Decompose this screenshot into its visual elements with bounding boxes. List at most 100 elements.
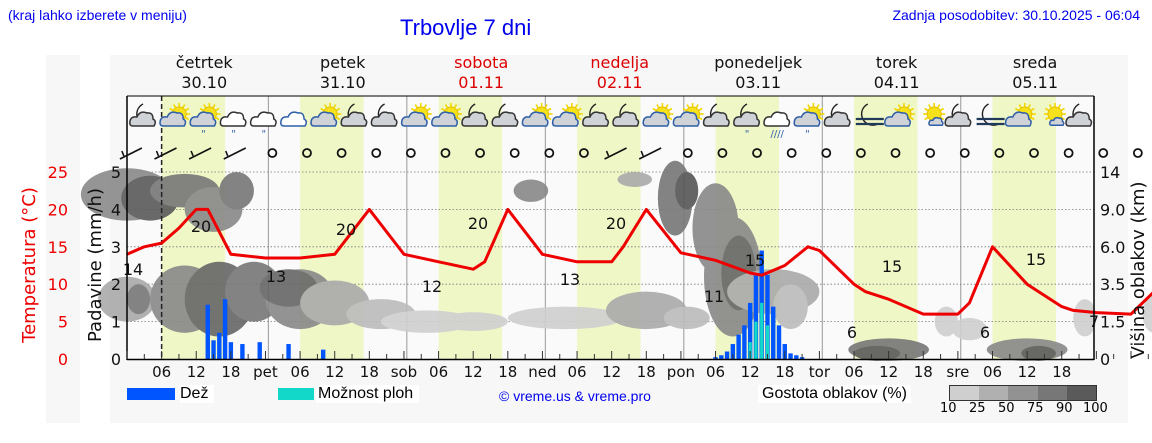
precip-tick: 5 <box>111 163 121 182</box>
cloud-density-map <box>80 160 1152 361</box>
location-menu-hint[interactable]: (kraj lahko izberete v meniju) <box>8 7 187 23</box>
x-tick-label: 18 <box>498 363 517 381</box>
calm-wind-icon <box>509 148 520 158</box>
cloud-height-tick: 3.5 <box>1100 275 1125 294</box>
density-swatch <box>979 386 1009 400</box>
moon-cloud-drizzle-icon: " <box>733 103 761 140</box>
x-tick-label: 06 <box>568 363 587 381</box>
rain-bar <box>736 334 741 359</box>
precip-tick: 4 <box>111 200 121 219</box>
calm-wind-icon <box>371 148 382 158</box>
x-tick-label: 18 <box>914 363 933 381</box>
rain-bar <box>205 304 210 359</box>
calm-wind-icon <box>682 148 693 158</box>
cloud-blob <box>773 284 808 330</box>
moon-fog-icon <box>855 103 884 126</box>
temp-tick: 15 <box>48 238 68 257</box>
density-swatch <box>1037 386 1067 400</box>
sun-cloud-icon <box>521 103 553 127</box>
sun-cloud-icon <box>672 103 704 127</box>
rain-drops: " <box>745 129 750 140</box>
cloud-rain-icon: //// <box>763 111 791 140</box>
showers-bar <box>760 302 764 359</box>
calm-wind-icon <box>925 148 936 158</box>
calm-wind-icon <box>752 148 762 158</box>
x-tick-label: 06 <box>983 363 1002 381</box>
temperature-label: 15 <box>1026 250 1046 269</box>
day-name: sobota <box>454 53 509 72</box>
rain-drops: " <box>231 129 236 140</box>
temperature-label: 15 <box>882 257 902 276</box>
rain-bar <box>776 325 782 359</box>
rain-drops: " <box>261 129 266 140</box>
rain-bar <box>320 349 326 359</box>
density-swatch <box>1008 386 1038 400</box>
temperature-label: 12 <box>422 277 442 296</box>
x-tick-label: 12 <box>187 363 206 381</box>
wind-barb-icon <box>188 147 212 160</box>
temp-tick: 25 <box>48 163 68 182</box>
day-date: 03.11 <box>735 73 782 92</box>
rain-bar <box>771 306 776 359</box>
cloud-drizzle-icon: " <box>219 111 247 140</box>
showers-bar <box>765 325 770 359</box>
x-tick-label: 18 <box>637 363 656 381</box>
cloud-blob <box>675 172 699 210</box>
wind-barb-icon <box>154 147 177 160</box>
temperature-label: 11 <box>704 287 724 306</box>
calm-wind-icon <box>959 148 970 158</box>
rain-bar <box>788 353 793 359</box>
wind-barb-icon <box>604 147 627 160</box>
rain-bar <box>257 342 262 359</box>
x-tick-label: 06 <box>291 363 310 381</box>
sun-cloud-icon <box>431 103 462 127</box>
daylight-band <box>992 96 1056 359</box>
rain-bar <box>217 332 222 359</box>
sun-cloud-icon <box>551 103 583 127</box>
cloud-drizzle-icon: " <box>249 111 277 140</box>
moon-cloud-icon <box>702 103 730 127</box>
x-tick-label: 18 <box>775 363 794 381</box>
cloud-blob <box>507 306 624 330</box>
day-header-2: sobota 01.11 <box>421 53 541 93</box>
x-tick-label: 18 <box>1052 363 1071 381</box>
temp-tick: 0 <box>58 350 68 369</box>
page-title: Trbovlje 7 dni <box>400 15 532 40</box>
showers-bar <box>754 321 758 359</box>
calm-wind-icon <box>821 148 832 158</box>
moon-cloud-icon <box>491 103 519 127</box>
sun-cloud-icon <box>159 103 191 127</box>
moon-cloud-icon <box>461 103 489 127</box>
cloud-height-tick: 14 <box>1100 163 1120 182</box>
x-tick-label: 12 <box>464 363 483 381</box>
x-tick-label: 06 <box>706 363 725 381</box>
x-tick-label: 12 <box>1018 363 1037 381</box>
cloud-blob <box>952 317 987 341</box>
rain-drops: " <box>201 129 206 140</box>
precip-tick: 2 <box>111 275 121 294</box>
last-update-timestamp: Zadnja posodobitev: 30.10.2025 - 06:04 <box>892 7 1140 23</box>
moon-cloud-icon <box>944 103 972 127</box>
cloud-blob <box>854 345 901 361</box>
temperature-label: 13 <box>266 267 286 286</box>
precip-axis-label: Padavine (mm/h) <box>85 188 106 342</box>
calm-wind-icon <box>267 148 278 158</box>
rain-drops: " <box>805 129 810 140</box>
day-header-4: ponedeljek 03.11 <box>698 53 818 93</box>
day-date: 01.11 <box>458 73 505 92</box>
wind-barb-icon <box>119 147 143 160</box>
temperature-label: 13 <box>560 270 580 289</box>
moon-cloud-icon <box>1065 103 1093 127</box>
rain-bar <box>742 325 747 359</box>
rain-bar <box>719 355 724 359</box>
density-swatch <box>950 386 980 400</box>
day-date: 31.10 <box>319 73 366 92</box>
temperature-label: 20 <box>606 214 626 233</box>
temperature-label: 14 <box>123 260 143 279</box>
rain-bar <box>730 344 736 359</box>
copyright-link[interactable]: © vreme.us & vreme.pro <box>499 388 651 404</box>
density-tick: 100 <box>1083 401 1108 416</box>
calm-wind-icon <box>405 148 416 158</box>
showers-legend-swatch <box>278 388 314 400</box>
calm-wind-icon <box>336 148 347 158</box>
